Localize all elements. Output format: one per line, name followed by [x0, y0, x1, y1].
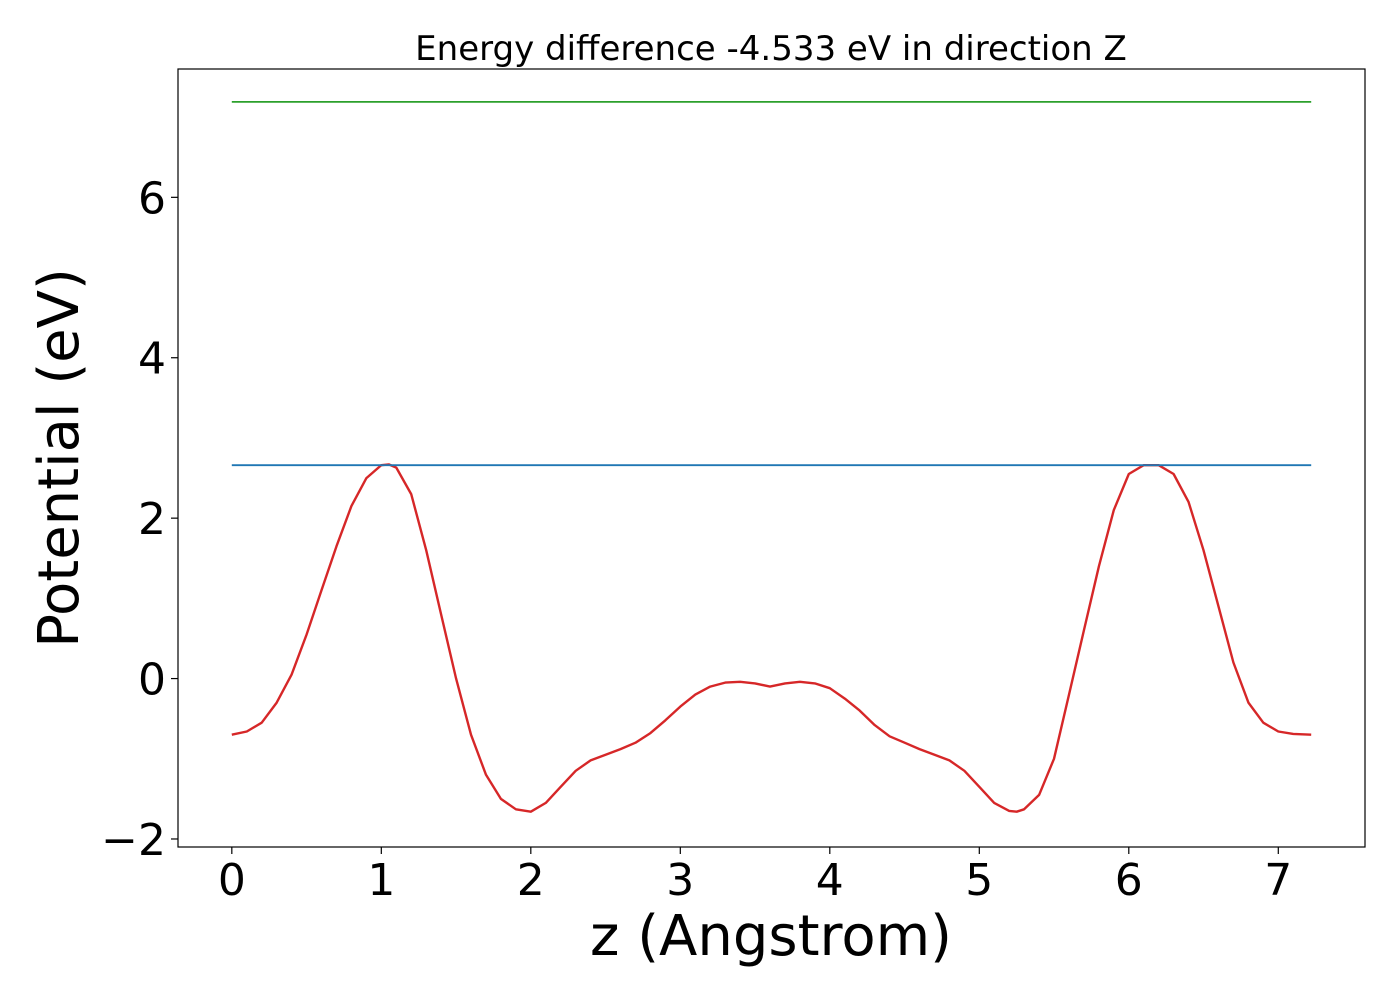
x-axis-ticks: 0 1 2 3 4 5 6 7 — [218, 847, 1292, 906]
y-tick-label: 4 — [138, 334, 166, 385]
plot-area-frame — [177, 68, 1366, 848]
x-tick-label: 1 — [367, 855, 395, 906]
x-tick-label: 2 — [517, 855, 545, 906]
y-tick-label: 0 — [138, 655, 166, 706]
x-tick-label: 0 — [218, 855, 246, 906]
series-layer — [231, 101, 1312, 813]
x-axis-label: z (Angstrom) — [590, 904, 952, 969]
y-axis-label: Potential (eV) — [27, 268, 92, 648]
x-tick-label: 3 — [666, 855, 694, 906]
series-line-1 — [231, 463, 1312, 813]
chart-title: Energy difference -4.533 eV in direction… — [415, 29, 1127, 69]
x-tick-label: 5 — [965, 855, 993, 906]
x-tick-label: 4 — [816, 855, 844, 906]
x-tick-label: 6 — [1115, 855, 1143, 906]
y-tick-label: −2 — [101, 815, 166, 866]
y-tick-label: 2 — [138, 494, 166, 545]
y-axis-ticks: −2 0 2 4 6 — [101, 173, 178, 866]
y-tick-label: 6 — [138, 173, 166, 224]
x-tick-label: 7 — [1264, 855, 1292, 906]
